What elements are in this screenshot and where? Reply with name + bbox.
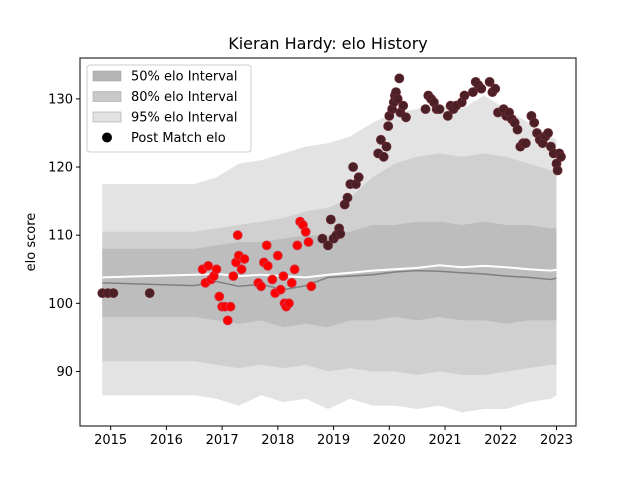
data-point-red: [239, 254, 250, 264]
y-axis: 90 100 110 120 130: [48, 92, 80, 380]
data-point-dark: [381, 141, 392, 152]
data-point-dark: [512, 124, 523, 135]
plot-frame: [79, 57, 577, 427]
data-point-dark: [484, 77, 495, 87]
data-point-dark: [335, 228, 346, 239]
data-point-red: [303, 237, 314, 247]
x-tick-label: 2017: [206, 433, 239, 448]
data-point-dark: [348, 162, 359, 172]
y-tick-label: 120: [48, 161, 73, 176]
x-tick-label: 2023: [540, 433, 573, 448]
data-point-dark: [459, 90, 470, 101]
legend-swatch: [92, 70, 122, 82]
data-point-dark: [420, 104, 431, 114]
data-point-dark: [490, 83, 501, 94]
x-tick-label: 2016: [150, 433, 183, 448]
data-point-dark: [378, 151, 389, 162]
data-point-red: [278, 271, 289, 282]
data-point-red: [214, 291, 225, 302]
median-line: [102, 269, 557, 291]
legend-marker: [102, 132, 112, 143]
data-point-dark: [394, 73, 405, 84]
data-point-dark: [442, 111, 453, 121]
legend-swatch: [92, 91, 122, 102]
chart-title: Kieran Hardy: elo History: [228, 34, 428, 53]
data-point-dark: [434, 104, 445, 114]
legend-label: 80% elo Interval: [131, 90, 238, 105]
data-point-red: [236, 264, 247, 275]
data-point-red: [292, 240, 303, 251]
data-point-dark: [467, 87, 478, 97]
x-tick-label: 2018: [261, 433, 294, 448]
mean-line: [102, 264, 557, 279]
legend-box: [86, 64, 252, 153]
data-point-red: [211, 264, 222, 275]
data-point-dark: [108, 288, 119, 299]
data-point-red: [225, 301, 236, 312]
data-point-dark: [401, 112, 411, 123]
data-point-red: [289, 264, 300, 275]
data-point-red: [232, 230, 243, 241]
data-point-dark: [342, 192, 353, 203]
data-point-red: [203, 260, 214, 271]
y-tick-label: 100: [48, 297, 73, 312]
data-point-red: [267, 274, 278, 285]
data-point-red: [275, 284, 286, 295]
data-point-red: [286, 277, 297, 288]
data-point-dark: [392, 94, 403, 104]
x-tick-label: 2020: [373, 433, 406, 448]
data-point-dark: [556, 151, 566, 162]
legend-label: 50% elo Interval: [131, 70, 238, 85]
data-point-red: [300, 226, 311, 237]
x-tick-label: 2022: [484, 433, 517, 448]
data-point-red: [261, 240, 272, 251]
x-tick-label: 2019: [317, 433, 350, 448]
data-point-red: [262, 260, 273, 271]
legend-label: 95% elo Interval: [131, 111, 238, 126]
plot-area: [79, 57, 577, 427]
y-tick-label: 90: [56, 365, 73, 380]
data-point-dark: [325, 214, 336, 225]
data-point-dark: [383, 121, 394, 131]
data-point-red: [306, 281, 317, 292]
x-tick-label: 2015: [94, 433, 127, 448]
y-axis-label: elo score: [24, 213, 39, 272]
legend-label: Post Match elo: [131, 131, 226, 146]
data-point-dark: [552, 165, 563, 176]
data-point-dark: [543, 128, 553, 138]
data-point-dark: [375, 134, 386, 145]
data-point-dark: [317, 233, 328, 244]
data-point-dark: [476, 83, 487, 94]
data-point-red: [284, 298, 294, 309]
data-point-dark: [144, 288, 155, 299]
legend-swatch: [92, 111, 122, 123]
data-point-dark: [520, 138, 531, 149]
data-point-red: [272, 250, 283, 261]
y-tick-label: 130: [48, 92, 73, 107]
x-axis: 2015 2016 2017 2018 2019 2020 2021 2022 2023: [94, 426, 573, 448]
y-tick-label: 110: [48, 229, 73, 244]
data-point-dark: [353, 172, 364, 183]
data-point-red: [222, 315, 233, 326]
legend: 50% elo Interval 80% elo Interval 95% elo …: [86, 64, 252, 153]
data-point-dark: [398, 100, 409, 111]
data-point-dark: [529, 117, 540, 128]
data-point-red: [256, 281, 267, 292]
data-point-dark: [323, 240, 333, 251]
data-point-red: [228, 271, 239, 282]
x-tick-label: 2021: [428, 433, 461, 448]
